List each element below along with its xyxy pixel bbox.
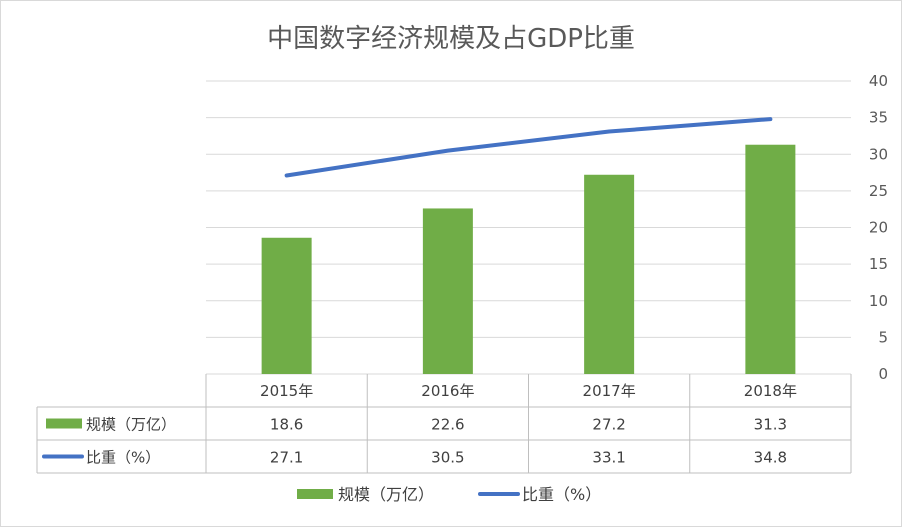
bar xyxy=(745,144,796,374)
legend: 规模（万亿） 比重（%） xyxy=(297,485,601,504)
data-label: 18.6 xyxy=(270,416,303,434)
data-label: 27.1 xyxy=(270,449,303,467)
line-path xyxy=(284,117,773,178)
category-label: 2018年 xyxy=(744,382,797,400)
bar xyxy=(584,174,635,374)
y-axis: 0 5 10 15 20 25 30 35 40 xyxy=(869,72,888,383)
data-label: 30.5 xyxy=(431,449,464,467)
data-label: 31.3 xyxy=(754,416,787,434)
bar xyxy=(422,208,473,374)
y-tick-label: 0 xyxy=(878,365,888,383)
y-tick-label: 5 xyxy=(878,328,888,346)
table-legend-key xyxy=(46,418,82,429)
y-tick-label: 30 xyxy=(869,145,888,163)
y-tick-label: 20 xyxy=(869,219,888,237)
bar-series xyxy=(261,144,796,374)
y-tick-label: 40 xyxy=(869,72,888,90)
line-series xyxy=(284,117,773,178)
gridlines xyxy=(206,80,851,375)
series-name: 比重（%） xyxy=(86,449,160,467)
y-tick-label: 10 xyxy=(869,292,888,310)
legend-label: 比重（%） xyxy=(522,485,601,504)
legend-key xyxy=(297,489,333,499)
series-name: 规模（万亿） xyxy=(86,416,176,434)
legend-label: 规模（万亿） xyxy=(338,485,434,504)
category-label: 2016年 xyxy=(421,382,474,400)
bar xyxy=(261,237,312,374)
chart-title: 中国数字经济规模及占GDP比重 xyxy=(267,24,635,54)
data-label: 34.8 xyxy=(754,449,787,467)
data-label: 22.6 xyxy=(431,416,464,434)
y-tick-label: 25 xyxy=(869,182,888,200)
y-tick-label: 35 xyxy=(869,109,888,127)
category-label: 2017年 xyxy=(583,382,636,400)
data-label: 33.1 xyxy=(592,449,625,467)
category-label: 2015年 xyxy=(260,382,313,400)
data-label: 27.2 xyxy=(592,416,625,434)
y-tick-label: 15 xyxy=(869,255,888,273)
